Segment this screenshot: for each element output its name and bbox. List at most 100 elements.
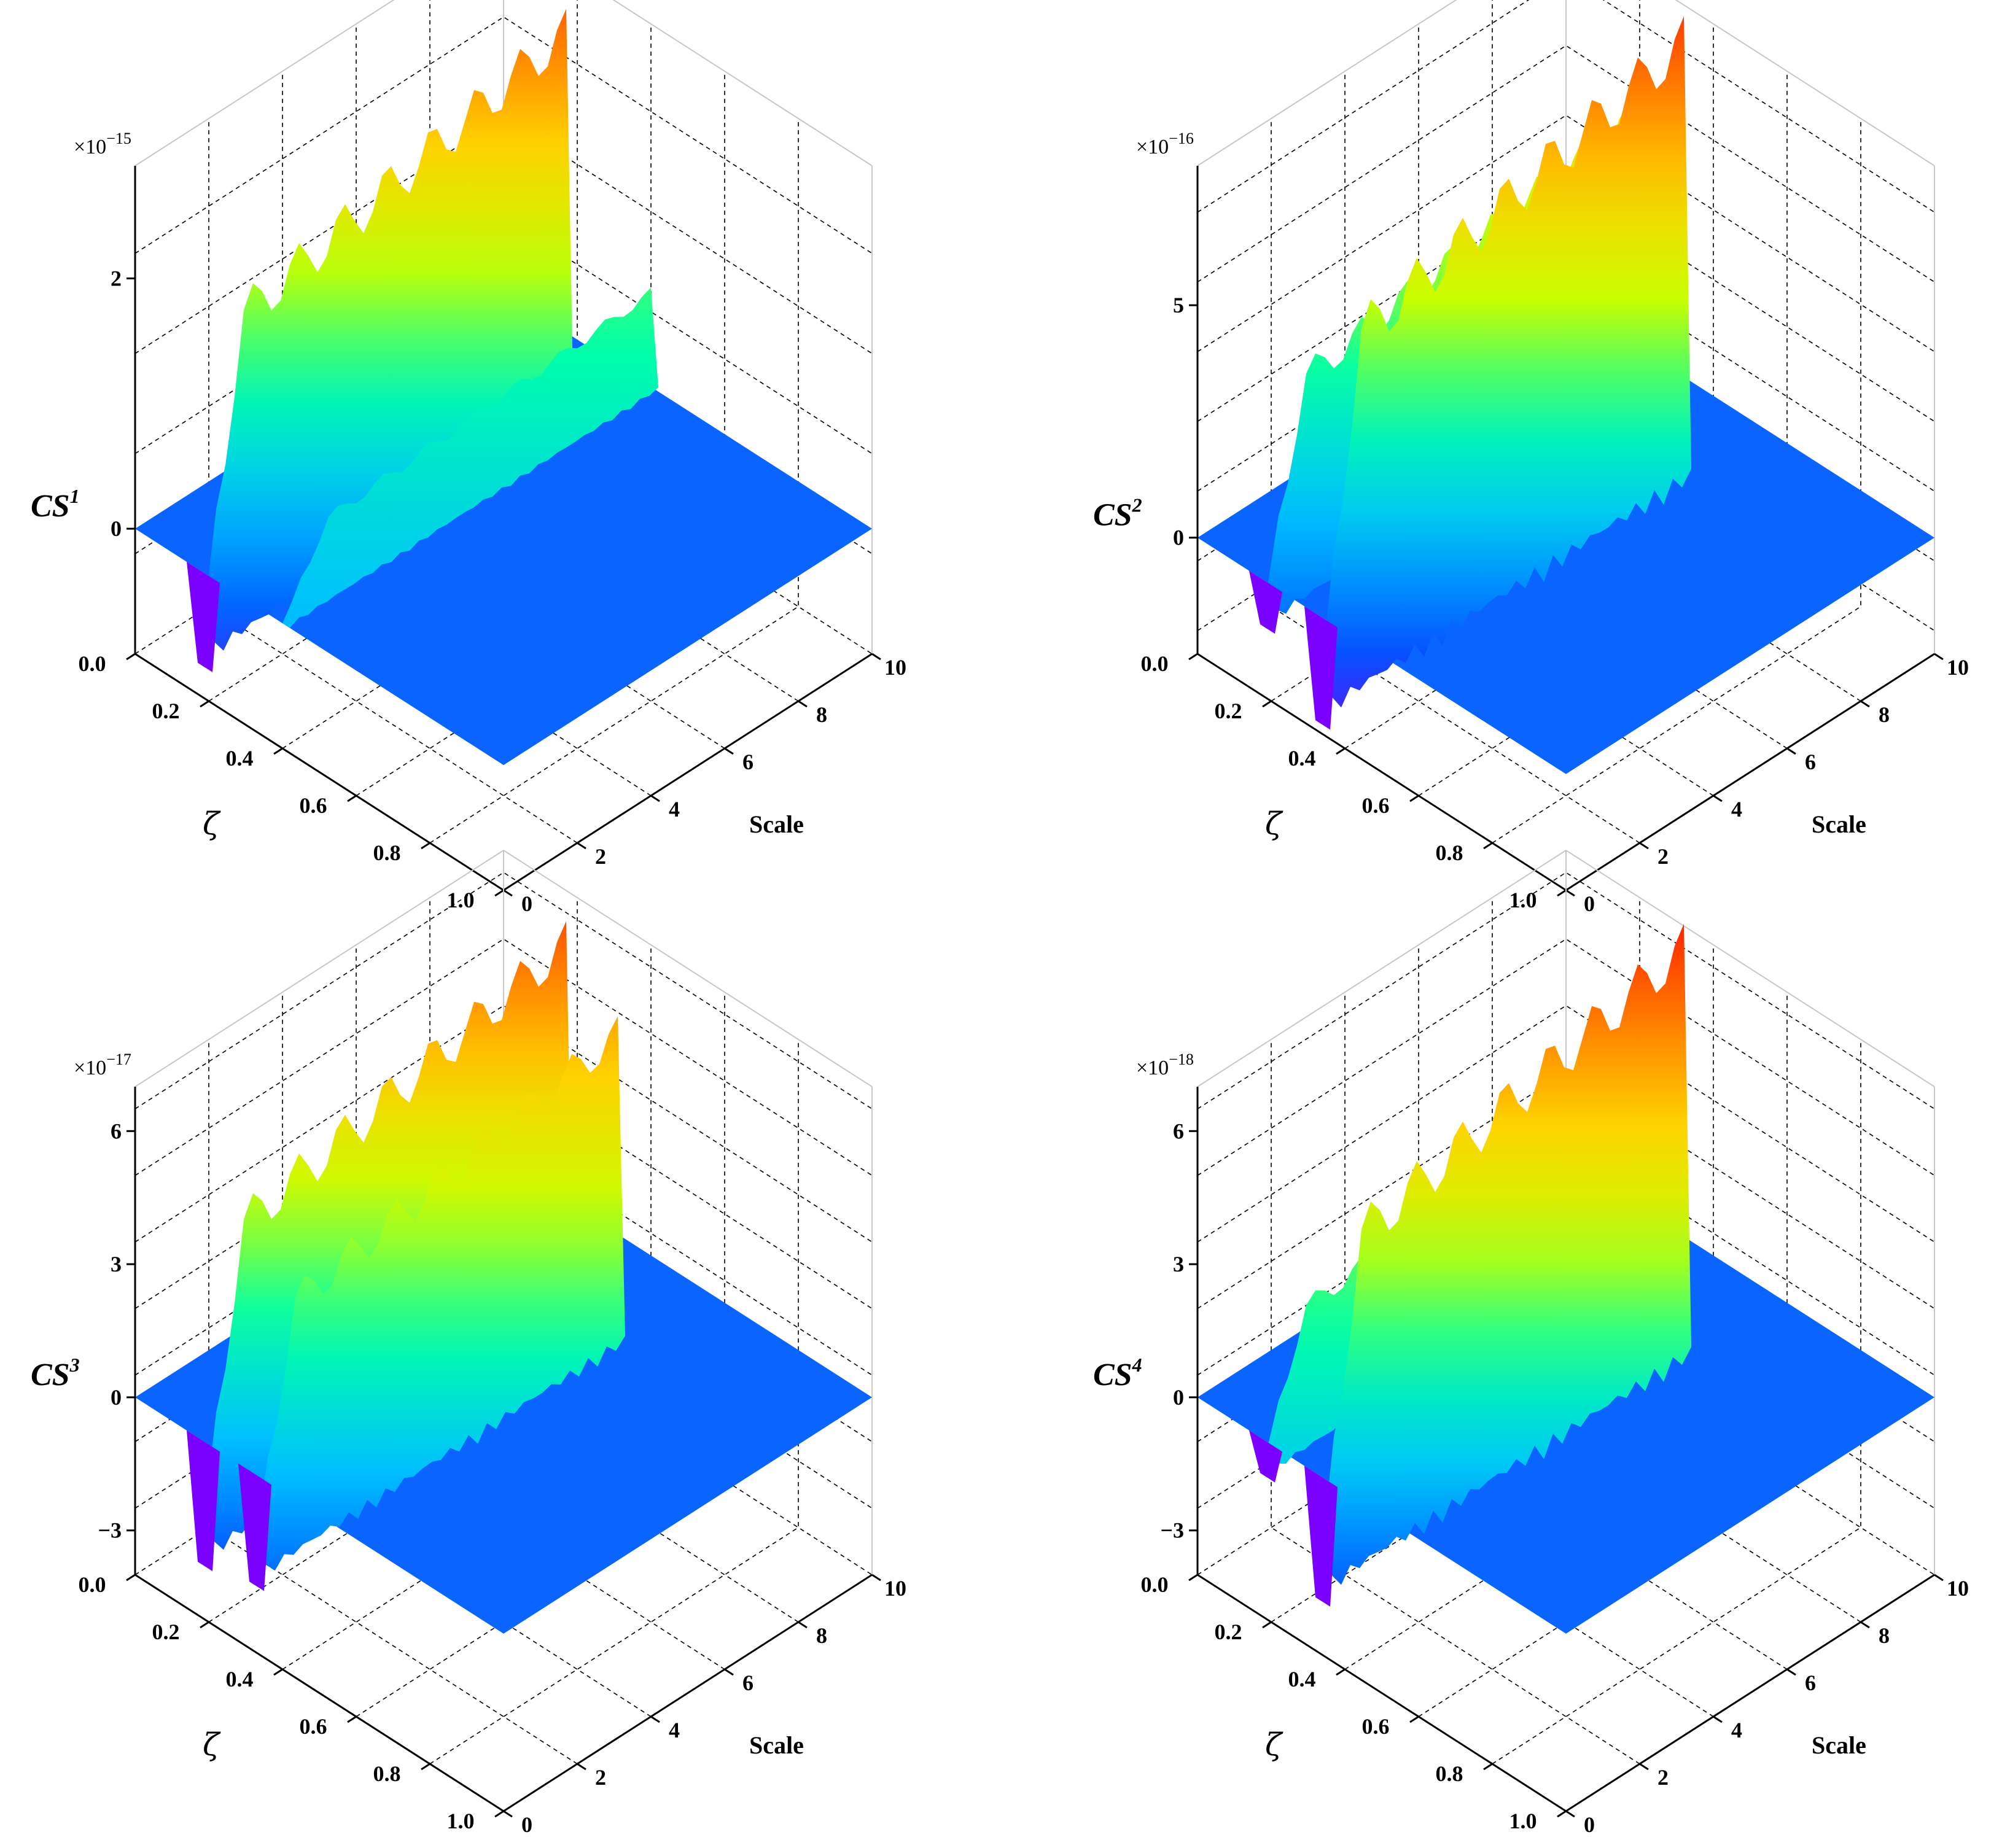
cs-tick-label: −3 bbox=[98, 1518, 122, 1543]
zeta-tick-label: 0.8 bbox=[1436, 1761, 1463, 1786]
scale-tick-label: 10 bbox=[884, 1576, 906, 1601]
scale-tick-label: 2 bbox=[1657, 844, 1669, 869]
axis-multiplier: ×10−18 bbox=[1136, 1050, 1194, 1079]
surface bbox=[135, 921, 872, 1634]
surface-band-1 bbox=[198, 9, 574, 668]
scale-axis-label: Scale bbox=[1812, 810, 1866, 838]
scale-tick-label: 6 bbox=[1805, 1671, 1816, 1695]
cs-tick-label: 0 bbox=[111, 516, 122, 541]
surface-band-trough-2 bbox=[1304, 1466, 1338, 1607]
grid-line-zeta bbox=[356, 992, 725, 1717]
zeta-tick-label: 0.2 bbox=[152, 699, 180, 723]
zeta-tick-label: 0.2 bbox=[1215, 1620, 1242, 1644]
zeta-tick bbox=[1336, 1668, 1346, 1676]
cs-tick-label: 3 bbox=[1173, 1252, 1184, 1276]
grid-line-scale bbox=[1492, 898, 1861, 1623]
scale-tick bbox=[503, 1810, 513, 1818]
scale-axis-label: Scale bbox=[749, 810, 804, 838]
grid-line-scale bbox=[429, 898, 799, 1623]
cs-axis-label-base: CS bbox=[1093, 1357, 1132, 1392]
cs-axis-label: CS4 bbox=[1093, 1354, 1142, 1392]
scale-tick bbox=[724, 1668, 734, 1676]
zeta-tick-label: 1.0 bbox=[447, 1809, 475, 1833]
cs-tick-label: 0 bbox=[1173, 1385, 1184, 1410]
scale-tick-label: 8 bbox=[816, 702, 827, 727]
zeta-tick bbox=[1483, 1763, 1493, 1771]
zeta-axis-label: ζ bbox=[1265, 806, 1283, 841]
grid-line-z bbox=[134, 16, 873, 254]
scale-tick bbox=[1934, 1574, 1944, 1582]
surface-panel-1: 0.0 0.2 0.4 0.6 0.8 1.0 0 2 4 6 8 10 0 2 ζ Scale CS1 ×10−… bbox=[0, 0, 940, 921]
surface-band-trough-1 bbox=[187, 562, 220, 672]
zeta-tick bbox=[1188, 653, 1198, 661]
scale-tick bbox=[1786, 1668, 1796, 1676]
scale-tick-label: 10 bbox=[1947, 655, 1969, 680]
surface-band-trough-2 bbox=[1304, 606, 1338, 730]
zeta-tick-label: 0.2 bbox=[152, 1620, 180, 1644]
scale-tick bbox=[1786, 747, 1796, 755]
scale-tick bbox=[1639, 842, 1649, 850]
cs-tick-label: 5 bbox=[1173, 293, 1184, 317]
axis-multiplier-base: ×10 bbox=[1136, 136, 1169, 158]
cs-axis-label-sup: 3 bbox=[69, 1354, 80, 1376]
grid-line-zeta bbox=[1271, 898, 1640, 1623]
scale-tick-label: 4 bbox=[1731, 1718, 1742, 1742]
grid-line-scale bbox=[1418, 945, 1788, 1670]
zeta-tick-label: 0.8 bbox=[373, 1761, 401, 1786]
surface bbox=[1198, 16, 1934, 774]
grid-line-z bbox=[1197, 184, 1935, 422]
surface-band-2 bbox=[1315, 16, 1691, 725]
axis-multiplier: ×10−16 bbox=[1136, 130, 1194, 158]
zeta-tick bbox=[421, 842, 430, 850]
axis-multiplier-base: ×10 bbox=[1136, 1057, 1169, 1079]
zeta-tick-label: 0.0 bbox=[1141, 1572, 1169, 1597]
grid-line-z bbox=[1197, 0, 1935, 213]
cs-tick-label: 0 bbox=[1173, 526, 1184, 550]
axes bbox=[134, 166, 873, 891]
zeta-tick bbox=[1557, 889, 1567, 897]
scale-axis-line bbox=[1565, 1574, 1935, 1812]
cs-axis-label-base: CS bbox=[31, 1357, 70, 1392]
scale-tick-label: 4 bbox=[669, 1718, 680, 1742]
axis-multiplier-exponent: −18 bbox=[1169, 1050, 1194, 1068]
surface-band-trough-1 bbox=[187, 1430, 220, 1572]
scale-tick bbox=[798, 700, 808, 708]
grid-line-zeta bbox=[1492, 118, 1861, 844]
scale-tick bbox=[1565, 1810, 1575, 1818]
scale-tick-label: 2 bbox=[595, 844, 606, 869]
cs-tick-label: 2 bbox=[111, 266, 122, 290]
scale-tick bbox=[1860, 700, 1870, 708]
grid-line-scale bbox=[1271, 1039, 1640, 1765]
surface bbox=[1198, 923, 1934, 1634]
cs-axis-label-sup: 1 bbox=[70, 485, 80, 507]
cs-axis-label-base: CS bbox=[1093, 498, 1132, 533]
grid-line-scale bbox=[282, 992, 652, 1717]
grid-line-z bbox=[1197, 1005, 1935, 1243]
zeta-tick bbox=[1188, 1574, 1198, 1582]
zeta-tick bbox=[200, 1621, 209, 1629]
scale-tick-label: 4 bbox=[1731, 797, 1742, 821]
scale-tick bbox=[1860, 1621, 1870, 1629]
zeta-tick bbox=[494, 889, 504, 897]
scale-tick-label: 6 bbox=[1805, 750, 1816, 774]
grid-line-zeta bbox=[1492, 1039, 1861, 1765]
surface-band-trough-2 bbox=[238, 1463, 271, 1591]
zeta-axis-line bbox=[134, 1574, 504, 1812]
grid-line-zeta bbox=[1418, 992, 1788, 1717]
zeta-tick bbox=[1262, 700, 1272, 708]
axis-multiplier-exponent: −16 bbox=[1169, 130, 1194, 147]
scale-tick-label: 2 bbox=[1657, 1765, 1669, 1790]
zeta-tick-label: 0.4 bbox=[226, 746, 254, 771]
axis-multiplier-base: ×10 bbox=[74, 1057, 106, 1079]
grid-line-scale bbox=[1271, 118, 1640, 844]
scale-tick bbox=[1565, 889, 1575, 897]
axis-multiplier: ×10−15 bbox=[74, 130, 131, 158]
zeta-tick-label: 0.6 bbox=[1362, 1714, 1390, 1739]
scale-tick bbox=[1639, 1763, 1649, 1771]
scale-tick bbox=[650, 1715, 660, 1723]
zeta-tick-label: 0.0 bbox=[79, 1572, 106, 1597]
surface-band-trough-2 bbox=[271, 616, 305, 638]
zeta-tick-label: 0.8 bbox=[1436, 841, 1463, 865]
wall-edge bbox=[1197, 0, 1457, 166]
